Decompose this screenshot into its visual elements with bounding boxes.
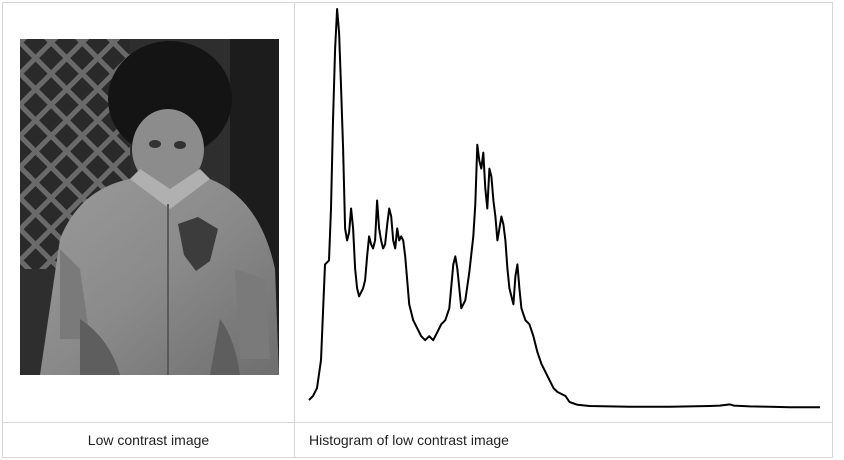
low-contrast-photo (20, 39, 279, 375)
figure-table: Low contrast image Histogram of low cont… (2, 2, 833, 458)
image-cell (3, 3, 295, 423)
caption-low-contrast-image: Low contrast image (87, 432, 210, 448)
histogram-chart (308, 8, 820, 409)
caption-cell-left: Low contrast image (3, 423, 295, 457)
histogram-series-line (308, 8, 820, 409)
histogram-cell (295, 3, 832, 423)
caption-cell-right: Histogram of low contrast image (295, 423, 832, 457)
caption-histogram: Histogram of low contrast image (309, 432, 509, 448)
